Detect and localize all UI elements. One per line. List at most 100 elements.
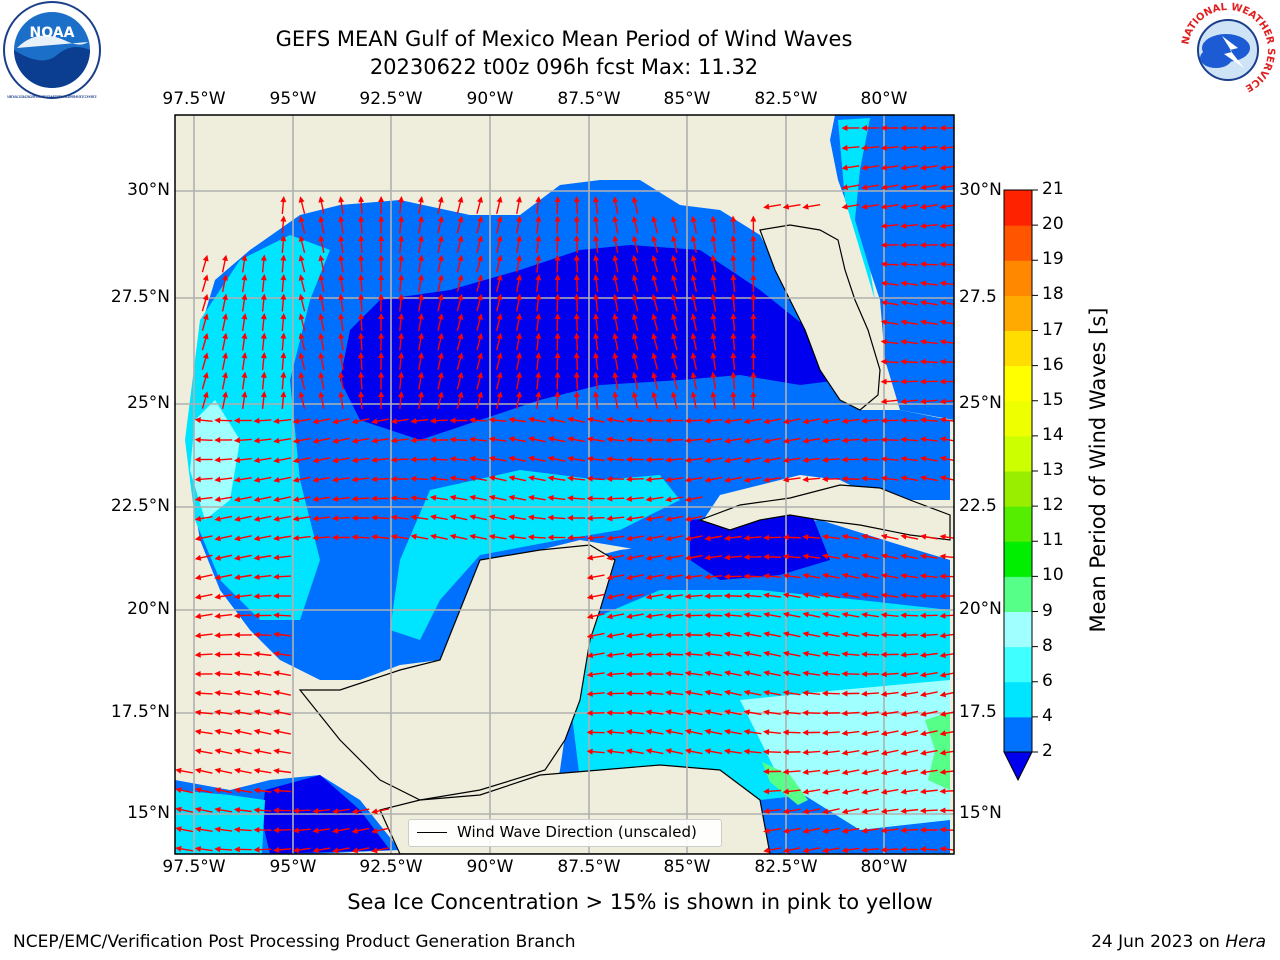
wind-vector-head bbox=[194, 787, 202, 794]
wind-vector-head bbox=[253, 826, 260, 833]
wind-vector-head bbox=[625, 671, 632, 678]
wind-vector-head bbox=[939, 203, 946, 210]
colorbar-segment bbox=[1004, 541, 1032, 577]
wind-vector-head bbox=[351, 418, 359, 425]
wind-vector-head bbox=[763, 827, 770, 834]
wind-vector-head bbox=[710, 235, 717, 242]
wind-vector-head bbox=[586, 534, 593, 541]
wind-vector-head bbox=[631, 196, 638, 203]
wind-vector-head bbox=[527, 534, 535, 541]
wind-vector-head bbox=[477, 196, 483, 203]
wind-vector-head bbox=[861, 827, 868, 834]
wind-vector-head bbox=[919, 807, 926, 814]
wind-vector-head bbox=[763, 418, 770, 425]
wind-vector-head bbox=[417, 254, 424, 262]
wind-vector-head bbox=[763, 650, 770, 657]
wind-vector-head bbox=[606, 690, 613, 697]
wind-vector-head bbox=[331, 457, 339, 464]
wind-vector-head bbox=[194, 515, 202, 522]
wind-vector-head bbox=[378, 274, 385, 281]
wind-vector-head bbox=[782, 670, 790, 677]
wind-vector-head bbox=[684, 670, 692, 677]
wind-vector-head bbox=[671, 274, 677, 281]
wind-vector-head bbox=[782, 476, 790, 483]
caribbean-light bbox=[740, 680, 950, 830]
wind-vector-head bbox=[496, 371, 503, 379]
wind-vector-head bbox=[567, 514, 574, 521]
colorbar-segment bbox=[1004, 681, 1032, 718]
wind-vector-head bbox=[535, 391, 542, 398]
wind-vector-head bbox=[222, 313, 228, 320]
wind-vector-head bbox=[743, 534, 750, 541]
wind-vector-head bbox=[390, 533, 398, 540]
wind-vector-head bbox=[900, 319, 907, 326]
wind-vector-head bbox=[645, 593, 652, 600]
wind-vector-head bbox=[214, 535, 221, 542]
florida-land bbox=[759, 224, 881, 411]
wind-vector-head bbox=[338, 352, 345, 359]
lon-tick-top: 87.5°W bbox=[557, 89, 621, 109]
wind-vector-head bbox=[802, 631, 809, 638]
wind-vector-head bbox=[253, 437, 260, 444]
wind-vector-head bbox=[645, 535, 653, 542]
wind-vector-head bbox=[690, 235, 697, 242]
wind-vector-head bbox=[645, 436, 652, 443]
wind-vector-head bbox=[900, 417, 907, 424]
wind-vector-head bbox=[704, 631, 711, 638]
lat-tick-right: 15°N bbox=[959, 803, 1002, 823]
wind-vector-head bbox=[606, 671, 613, 678]
colorbar-tick-label: 9 bbox=[1042, 600, 1053, 621]
wind-vector-head bbox=[593, 332, 600, 339]
wind-vector-head bbox=[684, 417, 691, 424]
wind-vector-head bbox=[821, 690, 828, 697]
wind-vector-head bbox=[398, 352, 404, 359]
wind-vector-head bbox=[378, 235, 385, 242]
wind-vector-head bbox=[292, 476, 300, 483]
wind-vector-head bbox=[202, 254, 209, 262]
wind-vector-head bbox=[631, 332, 638, 340]
wind-vector-head bbox=[437, 313, 444, 320]
wind-vector-head bbox=[378, 313, 385, 320]
wind-vector-head bbox=[939, 184, 946, 191]
wind-vector-head bbox=[939, 593, 946, 600]
wind-vector-head bbox=[449, 494, 457, 501]
wind-vector-head bbox=[515, 215, 522, 223]
wind-vector-head bbox=[684, 476, 692, 483]
wind-vector-head bbox=[488, 533, 496, 540]
wind-vector-head bbox=[338, 196, 345, 203]
wind-vector-head bbox=[821, 553, 829, 560]
wind-vector-head bbox=[631, 215, 638, 223]
wind-vector-head bbox=[651, 332, 658, 340]
wind-vector-head bbox=[535, 196, 542, 203]
wind-vector-head bbox=[573, 293, 580, 300]
lat-tick-left: 27.5°N bbox=[110, 287, 170, 307]
wind-vector-head bbox=[194, 728, 202, 735]
colorbar-tick-label: 16 bbox=[1042, 354, 1064, 375]
wind-vector-head bbox=[586, 495, 593, 502]
wind-vector-head bbox=[273, 846, 280, 853]
wind-vector-head bbox=[253, 515, 261, 522]
wind-vector-head bbox=[939, 222, 946, 229]
wind-vector-head bbox=[606, 632, 613, 639]
wind-vector-head bbox=[671, 293, 677, 301]
wind-vector-head bbox=[710, 274, 717, 281]
wind-vector-head bbox=[234, 515, 241, 522]
wind-vector-head bbox=[338, 371, 345, 378]
wind-vector-head bbox=[612, 235, 619, 242]
wind-vector-head bbox=[535, 371, 542, 378]
wind-vector-head bbox=[508, 514, 515, 521]
wind-vector-head bbox=[233, 574, 241, 581]
wind-vector-head bbox=[919, 553, 927, 560]
colorbar-tick-label: 12 bbox=[1042, 495, 1064, 516]
wind-vector-head bbox=[457, 352, 464, 359]
wind-vector-head bbox=[202, 274, 209, 281]
wind-vector-head bbox=[280, 215, 287, 222]
wind-vector-head bbox=[573, 352, 580, 359]
wind-vector-head bbox=[730, 293, 737, 300]
wind-vector-head bbox=[312, 418, 319, 425]
yucatan-land bbox=[298, 544, 616, 801]
wind-vector-head bbox=[802, 418, 809, 425]
wind-vector-head bbox=[861, 710, 868, 717]
wind-vector-head bbox=[515, 391, 522, 398]
wind-vector-head bbox=[194, 690, 201, 697]
